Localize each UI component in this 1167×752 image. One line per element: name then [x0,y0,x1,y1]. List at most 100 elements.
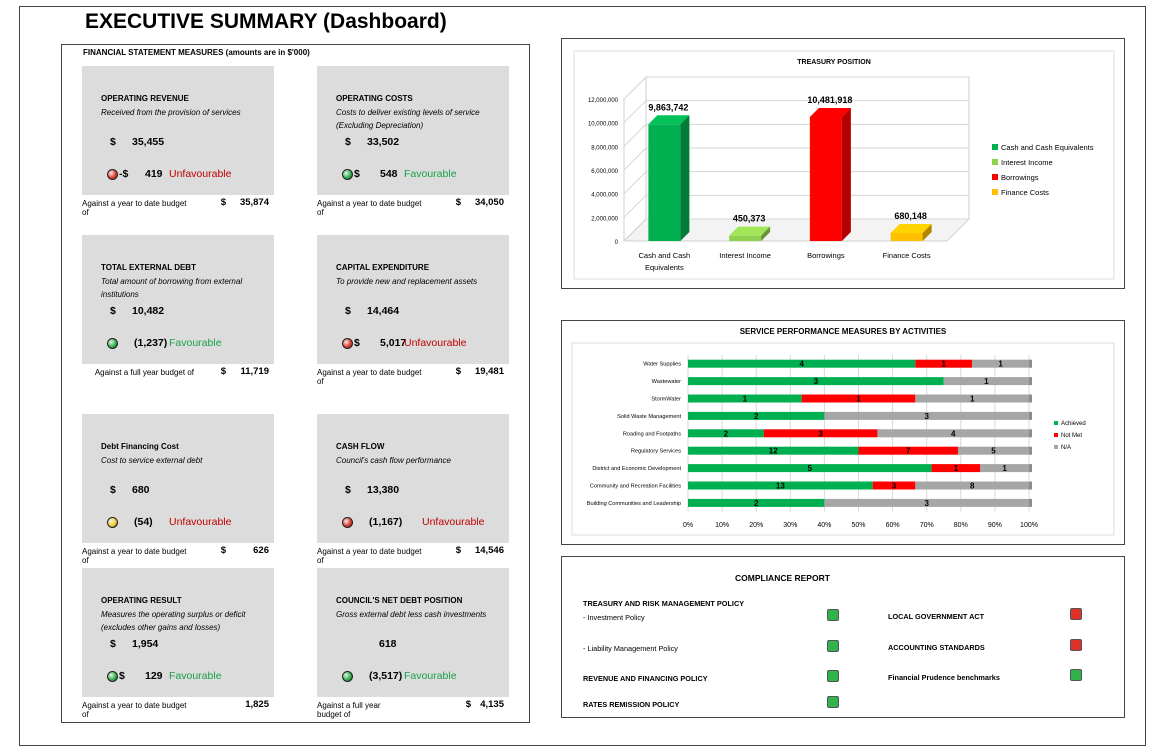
value-currency: $ [110,305,116,317]
service-bar-segment [688,481,873,490]
card-description: To provide new and replacement assets [336,277,478,286]
measure-card: OPERATING REVENUE Received from the prov… [82,66,274,217]
budget-currency: $ [220,197,226,208]
variance-status: Unfavourable [169,516,232,528]
measure-card: CASH FLOW Council's cash flow performanc… [317,414,509,565]
card-value: 13,380 [367,484,400,496]
treasury-ytick: 6,000,000 [591,169,618,175]
value-currency: $ [110,136,116,148]
card-title: COUNCIL'S NET DEBT POSITION [336,596,463,605]
service-xtick: 100% [1020,522,1038,529]
value-currency: $ [345,136,351,148]
service-legend-swatch [1054,445,1058,449]
budget-label: Against a full year budget of [317,701,381,719]
service-bar-end [1029,464,1032,473]
service-data-label: 1 [743,395,748,404]
service-legend-label: Not Met [1061,433,1082,439]
service-bar-segment [688,411,825,420]
budget-value: 4,135 [480,699,504,710]
variance-status: Unfavourable [169,168,232,180]
service-xtick: 80% [954,522,968,529]
service-category-label: Community and Recreation Facilities [590,484,681,490]
measure-card: OPERATING RESULT Measures the operating … [82,568,274,719]
variance-status: Unfavourable [404,337,467,349]
compliance-item-label: Financial Prudence benchmarks [888,673,1000,682]
service-data-label: 2 [754,499,759,508]
service-bar-end [1029,377,1032,386]
service-bar-end [1029,498,1032,507]
service-title: SERVICE PERFORMANCE MEASURES BY ACTIVITI… [740,327,947,336]
status-indicator-icon [342,517,353,528]
status-indicator-icon [107,671,118,682]
service-legend-label: N/A [1061,445,1071,451]
service-xtick: 30% [783,522,797,529]
value-currency: $ [345,484,351,496]
service-xtick: 40% [817,522,831,529]
treasury-legend-swatch [992,174,998,180]
treasury-ytick: 0 [615,240,619,246]
service-data-label: 12 [769,447,778,456]
card-description: Measures the operating surplus or defici… [101,610,246,632]
card-title: CASH FLOW [336,442,385,451]
service-xtick: 10% [715,522,729,529]
card-value: 14,464 [367,305,400,317]
measure-card: CAPITAL EXPENDITURE To provide new and r… [317,235,509,386]
budget-currency: $ [455,197,461,208]
service-bar-segment [931,464,981,473]
value-currency: $ [345,305,351,317]
service-data-label: 8 [970,482,975,491]
budget-currency: $ [455,366,461,377]
service-data-label: 4 [951,429,956,438]
service-category-label: StormWater [651,397,681,403]
service-bar-end [1029,481,1032,490]
treasury-bar [890,232,923,241]
card-title: CAPITAL EXPENDITURE [336,263,430,272]
service-data-label: 13 [776,482,785,491]
treasury-bar-side [922,223,932,241]
budget-label: Against a year to date budget of [82,199,187,217]
service-data-label: 4 [799,360,804,369]
service-bar-segment [877,429,1029,438]
budget-currency: $ [220,545,226,556]
service-bar-segment [688,394,802,403]
service-bar-segment [915,481,1029,490]
compliance-item-label: - Investment Policy [583,613,645,622]
variance-status: Favourable [169,670,222,682]
budget-label: Against a year to date budget of [317,368,422,386]
card-variance: (3,517) [369,670,403,682]
service-xtick: 90% [988,522,1002,529]
treasury-bar-top [809,107,851,117]
service-xtick: 70% [920,522,934,529]
service-bar-segment [688,498,825,507]
compliance-item-label: LOCAL GOVERNMENT ACT [888,612,985,621]
budget-label: Against a year to date budget of [82,701,187,719]
variance-status: Favourable [404,670,457,682]
budget-value: 11,719 [240,366,269,377]
card-variance: (1,237) [134,337,168,349]
compliance-status-icon [827,670,839,682]
card-variance: (1,167) [369,516,403,528]
measure-card: TOTAL EXTERNAL DEBT Total amount of borr… [82,235,274,377]
treasury-legend-label: Cash and Cash Equivalents [1001,143,1094,152]
page-title: EXECUTIVE SUMMARY (Dashboard) [85,10,447,33]
service-data-label: 5 [991,447,996,456]
service-legend-swatch [1054,421,1058,425]
treasury-data-label: 450,373 [733,214,766,224]
budget-value: 1,825 [245,699,269,710]
treasury-category-label: Cash and Cash [639,251,691,260]
compliance-status-icon [1070,669,1082,681]
dashboard-frame [19,6,1146,746]
treasury-gridline-diag [623,194,647,218]
card-description: Cost to service external debt [101,456,203,465]
card-value: 10,482 [132,305,165,317]
treasury-legend-label: Borrowings [1001,173,1039,182]
budget-value: 34,050 [474,197,504,208]
compliance-status-icon [1070,639,1082,651]
service-category-label: Water Supplies [643,362,681,368]
card-variance: 5,017 [380,337,407,349]
compliance-item-label: ACCOUNTING STANDARDS [888,643,985,652]
compliance-panel: COMPLIANCE REPORT TREASURY AND RISK MANA… [561,556,1125,718]
service-bar-segment [688,446,859,455]
service-xtick: 20% [749,522,763,529]
treasury-data-label: 9,863,742 [648,102,688,112]
